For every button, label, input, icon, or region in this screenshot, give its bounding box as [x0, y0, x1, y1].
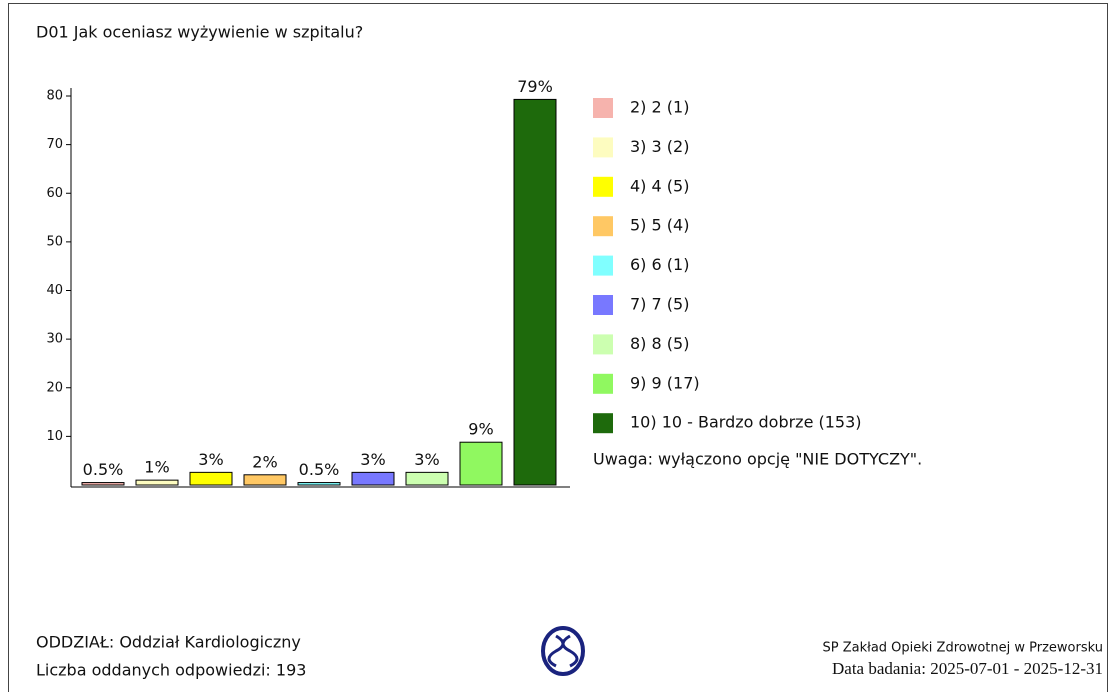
legend-label: 2) 2 (1) — [630, 98, 689, 117]
data-label: 0.5% — [83, 460, 124, 479]
legend-label: 10) 10 - Bardzo dobrze (153) — [630, 413, 862, 432]
y-tick-label: 20 — [46, 380, 63, 395]
legend-swatch — [593, 255, 613, 276]
bar — [405, 471, 449, 486]
y-tick-label: 10 — [46, 429, 63, 444]
legend-label: 4) 4 (5) — [630, 176, 689, 195]
bar — [135, 479, 179, 486]
data-label: 3% — [414, 450, 439, 469]
bar — [513, 98, 557, 486]
note: Uwaga: wyłączono opcję "NIE DOTYCZY". — [593, 450, 922, 469]
bar — [297, 482, 341, 486]
frame — [8, 3, 1108, 692]
data-label: 3% — [360, 450, 385, 469]
data-label: 79% — [517, 77, 553, 96]
responses: Liczba oddanych odpowiedzi: 193 — [36, 661, 306, 680]
legend-label: 5) 5 (4) — [630, 216, 689, 235]
legend-swatch — [593, 176, 613, 197]
legend-swatch — [593, 137, 613, 158]
department: ODDZIAŁ: Oddział Kardiologiczny — [36, 633, 301, 652]
y-tick-label: 80 — [46, 89, 63, 104]
legend-label: 8) 8 (5) — [630, 334, 689, 353]
legend-label: 6) 6 (1) — [630, 255, 689, 274]
legend-label: 9) 9 (17) — [630, 373, 700, 392]
bar — [459, 441, 503, 486]
legend-label: 7) 7 (5) — [630, 295, 689, 314]
bar — [243, 474, 287, 486]
legend-swatch — [593, 216, 613, 237]
institution: SP Zakład Opieki Zdrowotnej w Przeworsku — [823, 641, 1103, 656]
survey-date: Data badania: 2025-07-01 - 2025-12-31 — [832, 659, 1103, 678]
legend-swatch — [593, 413, 613, 434]
legend-swatch — [593, 98, 613, 118]
y-tick-label: 50 — [46, 234, 63, 249]
bar — [81, 482, 125, 486]
legend-swatch — [593, 295, 613, 315]
data-label: 3% — [198, 450, 223, 469]
legend-swatch — [593, 373, 613, 394]
legend-swatch — [593, 334, 613, 355]
y-tick-label: 30 — [46, 332, 63, 347]
data-label: 2% — [252, 452, 277, 471]
bar — [189, 471, 233, 486]
y-tick-label: 70 — [46, 137, 63, 152]
logo — [541, 626, 585, 676]
legend-label: 3) 3 (2) — [630, 137, 689, 156]
data-label: 0.5% — [299, 460, 340, 479]
data-label: 1% — [144, 458, 169, 477]
bar — [351, 471, 395, 486]
y-tick-label: 60 — [46, 186, 63, 201]
chart-title: D01 Jak oceniasz wyżywienie w szpitalu? — [36, 23, 363, 42]
data-label: 9% — [468, 420, 493, 439]
y-tick-label: 40 — [46, 283, 63, 298]
